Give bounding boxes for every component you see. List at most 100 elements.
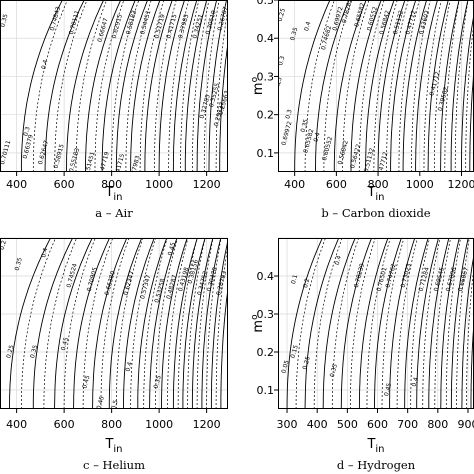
contour-label: 0.45 bbox=[81, 374, 91, 389]
y-tick-label: 0.3 bbox=[257, 308, 275, 321]
x-axis-label-main: T bbox=[366, 185, 375, 200]
solid-contour-line bbox=[44, 0, 85, 172]
dashed-contour-line bbox=[215, 5, 228, 172]
solid-contour-line bbox=[377, 0, 406, 172]
dashed-contour-line bbox=[434, 0, 451, 172]
x-tick-label: 800 bbox=[101, 178, 122, 191]
solid-contour-line bbox=[66, 0, 105, 172]
dashed-contour-line bbox=[139, 0, 165, 172]
panel-caption: d – Hydrogen bbox=[337, 458, 416, 472]
dashed-contour-line bbox=[43, 238, 77, 409]
contour-label: 0.4 bbox=[125, 361, 134, 372]
x-tick-label: 600 bbox=[326, 178, 347, 191]
solid-contour-line bbox=[149, 238, 178, 409]
solid-contour-line bbox=[172, 238, 198, 409]
x-axis-label-sub: in bbox=[375, 192, 384, 203]
solid-contour-line bbox=[220, 285, 228, 409]
dashed-contour-line bbox=[111, 0, 140, 172]
dashed-contour-line bbox=[116, 238, 144, 409]
contour-label: 0.1 bbox=[290, 274, 299, 285]
solid-contour-line bbox=[101, 0, 136, 172]
panel-d: 0.78239 0.76501 0.73023 0.71284 0.695450.678… bbox=[250, 237, 474, 472]
solid-contour-line bbox=[350, 0, 382, 172]
contour-label: 0.15 bbox=[290, 344, 300, 359]
x-tick-label: 1000 bbox=[406, 178, 434, 191]
x-tick-label: 1200 bbox=[193, 418, 221, 431]
dashed-contour-line bbox=[100, 238, 130, 409]
solid-contour-line bbox=[304, 238, 340, 409]
contour-label: 0.35 bbox=[289, 26, 299, 41]
panel-caption: a – Air bbox=[95, 206, 133, 220]
solid-contour-line bbox=[450, 238, 469, 409]
dashed-contour-line bbox=[323, 0, 353, 172]
dashed-contour-line bbox=[411, 0, 431, 172]
solid-contour-line bbox=[54, 238, 93, 409]
y-tick-label: 0.5 bbox=[257, 0, 275, 7]
contour-label: 0.4 bbox=[411, 376, 420, 387]
solid-contour-line bbox=[184, 0, 208, 172]
contour-label: 0.45 bbox=[167, 241, 177, 256]
dashed-contour-line bbox=[215, 241, 228, 409]
solid-contour-line bbox=[322, 238, 356, 409]
y-axis-label-main: m bbox=[251, 320, 266, 333]
solid-contour-line bbox=[333, 0, 367, 172]
dashed-contour-line bbox=[54, 0, 88, 172]
solid-contour-line bbox=[191, 238, 214, 409]
dashed-contour-line bbox=[63, 238, 96, 409]
dashed-contour-line bbox=[32, 0, 68, 172]
x-axis-label-main: T bbox=[104, 437, 113, 452]
solid-contour-line bbox=[416, 238, 439, 409]
x-tick-label: 400 bbox=[6, 178, 27, 191]
y-axis-label: mo bbox=[250, 76, 266, 95]
solid-contour-line bbox=[144, 0, 173, 172]
solid-contour-line bbox=[208, 0, 228, 172]
solid-contour-line bbox=[365, 0, 395, 172]
solid-contour-line bbox=[219, 39, 228, 172]
contour-label: 0.3 bbox=[277, 55, 286, 66]
contour-label: 0.45 bbox=[96, 395, 106, 410]
dashed-contour-line bbox=[187, 238, 206, 409]
dashed-contour-line bbox=[386, 0, 409, 172]
dashed-contour-line bbox=[143, 238, 168, 409]
dashed-contour-line bbox=[192, 0, 210, 172]
x-tick-label: 700 bbox=[397, 418, 418, 431]
solid-contour-line bbox=[440, 238, 460, 409]
dashed-contour-line bbox=[331, 238, 360, 409]
dashed-contour-line bbox=[155, 238, 178, 409]
solid-contour-line bbox=[123, 238, 155, 409]
solid-contour-line bbox=[158, 0, 185, 172]
solid-contour-line bbox=[196, 0, 218, 172]
x-axis-label-main: T bbox=[104, 185, 113, 200]
solid-contour-line bbox=[130, 0, 161, 172]
solid-contour-line bbox=[92, 238, 128, 409]
dashed-contour-line bbox=[465, 19, 474, 172]
solid-contour-line bbox=[415, 0, 438, 172]
contour-label: 0.35 bbox=[300, 118, 310, 133]
x-tick-label: 400 bbox=[6, 418, 27, 431]
contour-label: 0.35 bbox=[14, 257, 24, 272]
solid-contour-line bbox=[450, 0, 469, 172]
x-tick-label: 1200 bbox=[447, 178, 474, 191]
solid-contour-line bbox=[294, 0, 331, 172]
contour-label: 0.25 bbox=[274, 76, 284, 91]
contour-label: 0.4 bbox=[303, 21, 312, 32]
x-axis-label: Tin bbox=[366, 185, 384, 203]
contour-label: 0.4 bbox=[313, 132, 322, 143]
x-axis-label: Tin bbox=[104, 437, 122, 455]
contour-label: 0.45 bbox=[60, 336, 70, 351]
x-axis-label-main: T bbox=[366, 437, 375, 452]
dashed-contour-line bbox=[381, 238, 405, 409]
dashed-contour-line bbox=[358, 0, 385, 172]
x-tick-label: 1000 bbox=[145, 178, 173, 191]
dashed-contour-line bbox=[154, 0, 177, 172]
dashed-contour-line bbox=[398, 0, 420, 172]
dashed-contour-line bbox=[454, 0, 469, 172]
contour-label: 0.3 bbox=[284, 109, 293, 120]
dashed-contour-line bbox=[304, 0, 335, 172]
y-tick-label: 0.3 bbox=[257, 70, 275, 83]
solid-contour-line bbox=[286, 238, 323, 409]
solid-contour-line bbox=[115, 0, 149, 172]
contour-label: 0.45 bbox=[383, 382, 393, 397]
x-tick-label: 1200 bbox=[193, 178, 221, 191]
